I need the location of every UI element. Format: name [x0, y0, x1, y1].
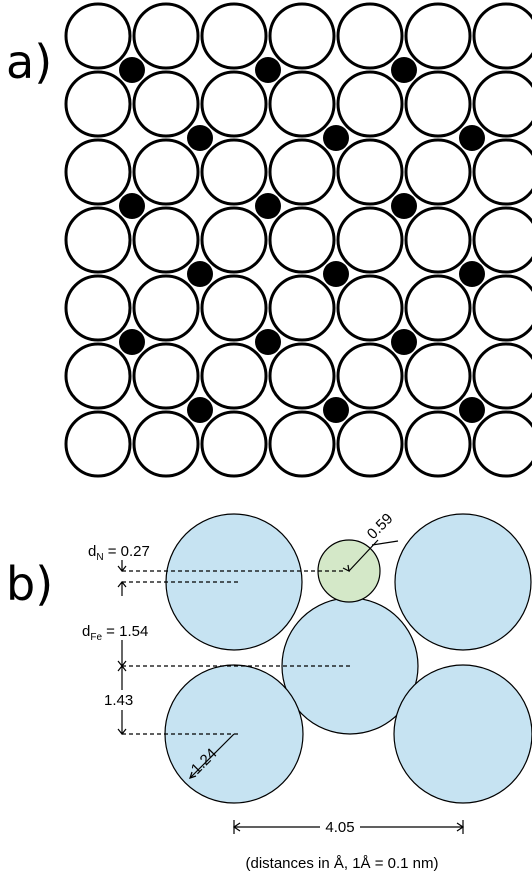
interstitial-atom	[187, 125, 213, 151]
spacing-label: 1.43	[104, 692, 133, 709]
lattice-atom	[472, 410, 532, 478]
lattice-atom	[132, 206, 200, 274]
interstitial-atom	[391, 329, 417, 355]
interstitial-atom	[187, 397, 213, 423]
lattice-atom	[336, 206, 404, 274]
fe-atom	[394, 513, 532, 651]
reference-lines	[122, 570, 350, 735]
lattice-atom	[200, 2, 268, 70]
interstitial-atom	[459, 397, 485, 423]
interstitial-atom	[255, 193, 281, 219]
interstitial-atom	[119, 57, 145, 83]
lattice-atom	[132, 342, 200, 410]
lattice-atom	[268, 410, 336, 478]
lattice-atom	[64, 138, 132, 206]
interstitial-atom	[119, 329, 145, 355]
lattice-atom	[64, 274, 132, 342]
lattice-width-label: 4.05	[325, 819, 354, 836]
d-n-prefix: d	[88, 543, 96, 560]
d-n-subscript: N	[96, 552, 103, 563]
fe-radius-indicator	[189, 733, 235, 779]
interstitial-atom	[255, 57, 281, 83]
interstitial-atom	[391, 193, 417, 219]
caption: (distances in Å, 1Å = 0.1 nm)	[245, 855, 438, 872]
lattice-atom	[132, 410, 200, 478]
lattice-atom	[268, 70, 336, 138]
n-radius-indicator	[342, 539, 399, 573]
lattice-atom	[404, 206, 472, 274]
lattice-atom	[64, 206, 132, 274]
lattice-atom	[404, 342, 472, 410]
lattice-atom	[268, 2, 336, 70]
lattice-atom	[404, 2, 472, 70]
interstitial-atom	[459, 125, 485, 151]
fe-atom	[393, 664, 532, 804]
lattice-atom	[472, 138, 532, 206]
interstitial-atom	[323, 261, 349, 287]
lattice-grid	[64, 2, 532, 478]
lattice-atom	[404, 70, 472, 138]
lattice-atom	[64, 2, 132, 70]
lattice-atom	[336, 410, 404, 478]
lattice-atom	[268, 206, 336, 274]
d-n-value: = 0.27	[104, 543, 150, 560]
lattice-atom	[64, 410, 132, 478]
interstitial-atom	[323, 397, 349, 423]
lattice-width-dimension	[232, 820, 465, 834]
interstitial-atom	[391, 57, 417, 83]
lattice-atom	[200, 70, 268, 138]
d-fe-label: dFe = 1.54	[82, 623, 148, 643]
lattice-atom	[336, 2, 404, 70]
panel-b-label: b)	[6, 557, 53, 611]
lattice-atom	[268, 274, 336, 342]
lattice-atom	[472, 2, 532, 70]
lattice-atom	[472, 342, 532, 410]
lattice-atom	[336, 274, 404, 342]
n-radius-label: 0.59	[364, 510, 397, 543]
d-fe-subscript: Fe	[90, 632, 102, 643]
interstitial-atom	[255, 329, 281, 355]
fe-atoms	[164, 513, 532, 804]
interstitial-atom	[187, 261, 213, 287]
lattice-atom	[64, 342, 132, 410]
d-fe-prefix: d	[82, 623, 90, 640]
lattice-atom	[472, 274, 532, 342]
interstitial-dots	[119, 57, 485, 423]
lattice-atom	[200, 274, 268, 342]
lattice-atom	[472, 70, 532, 138]
lattice-atom	[200, 138, 268, 206]
lattice-atom	[404, 138, 472, 206]
interstitial-atom	[459, 261, 485, 287]
lattice-atom	[132, 274, 200, 342]
lattice-atom	[132, 70, 200, 138]
lattice-atom	[64, 70, 132, 138]
vertical-dimension-markers	[117, 560, 127, 735]
lattice-atom	[268, 138, 336, 206]
lattice-atom	[132, 138, 200, 206]
lattice-atom	[132, 2, 200, 70]
lattice-atom	[200, 410, 268, 478]
lattice-atom	[268, 342, 336, 410]
lattice-atom	[336, 342, 404, 410]
d-fe-value: = 1.54	[102, 623, 148, 640]
lattice-atom	[472, 206, 532, 274]
interstitial-atom	[323, 125, 349, 151]
d-n-label: dN = 0.27	[88, 543, 150, 563]
lattice-atom	[404, 274, 472, 342]
interstitial-atom	[119, 193, 145, 219]
panel-a-label: a)	[6, 35, 52, 89]
lattice-atom	[336, 70, 404, 138]
lattice-atom	[200, 206, 268, 274]
lattice-atom	[404, 410, 472, 478]
lattice-atom	[200, 342, 268, 410]
lattice-atom	[336, 138, 404, 206]
